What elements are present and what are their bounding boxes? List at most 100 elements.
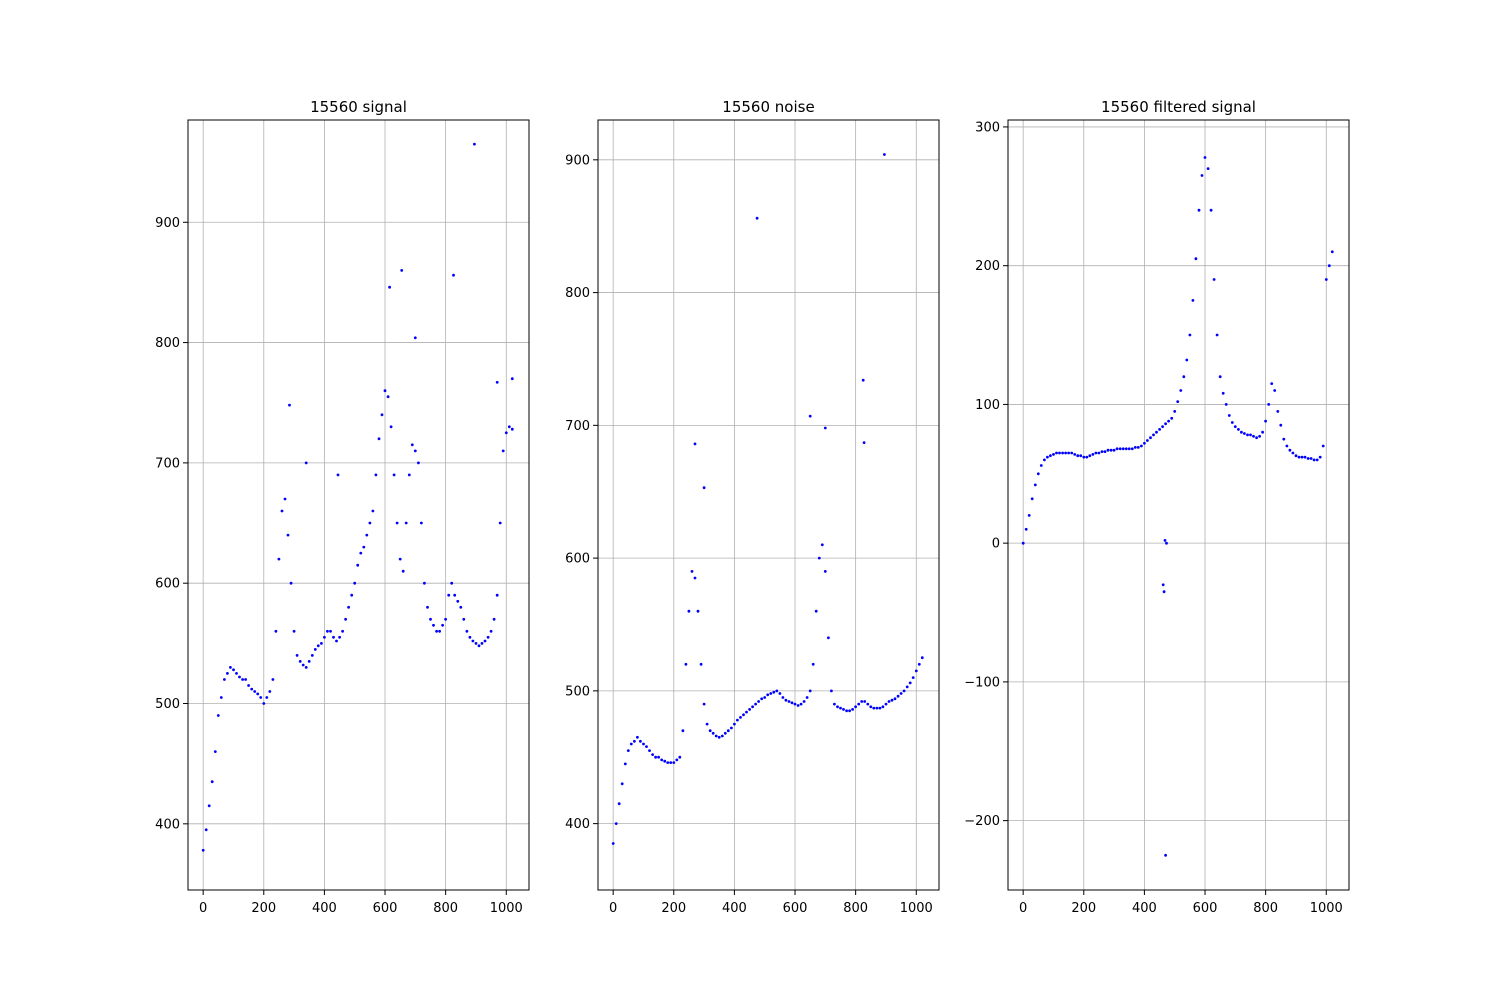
filtered-signal-data-point bbox=[1067, 451, 1070, 455]
signal-data-point bbox=[432, 623, 435, 627]
signal-data-point bbox=[368, 521, 372, 525]
filtered-signal-data-point bbox=[1140, 444, 1143, 448]
signal-data-point bbox=[392, 473, 396, 477]
filtered-signal-data-point bbox=[1165, 541, 1168, 545]
signal-data-point bbox=[453, 593, 457, 597]
noise-data-point bbox=[908, 681, 912, 685]
noise-data-point bbox=[642, 742, 645, 746]
signal-data-point bbox=[510, 427, 514, 431]
signal-data-point bbox=[295, 654, 299, 657]
signal-data-point bbox=[289, 581, 293, 585]
filtered-signal-data-point bbox=[1297, 455, 1301, 459]
signal-data-point bbox=[323, 635, 326, 639]
signal-data-point bbox=[480, 642, 484, 645]
noise-data-point bbox=[781, 696, 785, 699]
noise-data-point bbox=[696, 609, 700, 613]
signal-data-point bbox=[374, 473, 378, 477]
filtered-signal-data-point bbox=[1330, 250, 1334, 254]
signal-data-point bbox=[219, 696, 223, 699]
noise-data-point bbox=[690, 570, 694, 573]
filtered-signal-panel: 15560 filtered signal 0 200 400 600 800 1000−… bbox=[964, 98, 1350, 916]
filtered-signal-data-point bbox=[1049, 454, 1052, 458]
filtered-signal-data-point bbox=[1279, 423, 1283, 427]
noise-data-point bbox=[896, 694, 900, 698]
signal-data-point bbox=[438, 629, 441, 633]
filtered-signal-data-point bbox=[1273, 389, 1277, 392]
noise-data-point bbox=[730, 726, 733, 730]
noise-data-point bbox=[836, 705, 839, 709]
filtered-signal-data-point bbox=[1230, 421, 1234, 424]
filtered-signal-data-point bbox=[1300, 455, 1304, 459]
noise-data-point bbox=[890, 698, 894, 702]
signal-panel-title: 15560 signal bbox=[310, 98, 407, 116]
signal-data-point bbox=[400, 269, 404, 272]
noise-data-point bbox=[766, 693, 770, 697]
signal-data-point bbox=[216, 714, 220, 717]
signal-data-point bbox=[280, 509, 284, 513]
signal-data-point bbox=[417, 461, 420, 465]
filtered-signal-y-tick-label: 100 bbox=[975, 398, 1000, 413]
signal-data-point bbox=[359, 551, 363, 555]
signal-data-point bbox=[471, 639, 475, 643]
filtered-signal-data-point bbox=[1146, 439, 1149, 442]
noise-data-point bbox=[657, 755, 660, 759]
signal-data-point bbox=[344, 617, 347, 621]
signal-data-point bbox=[462, 617, 466, 621]
noise-data-point bbox=[769, 692, 773, 695]
filtered-signal-data-point bbox=[1194, 257, 1198, 261]
filtered-signal-data-point bbox=[1058, 451, 1061, 455]
signal-data-point bbox=[301, 663, 305, 667]
noise-data-point bbox=[808, 689, 812, 693]
signal-data-point bbox=[468, 635, 472, 639]
noise-data-point bbox=[899, 692, 903, 695]
signal-panel: 15560 signal 0 200 400 600 800 1000 400 500 600 7… bbox=[155, 98, 530, 916]
noise-data-point bbox=[669, 761, 673, 764]
noise-data-point bbox=[823, 570, 827, 573]
filtered-signal-data-point bbox=[1085, 455, 1089, 459]
noise-data-point bbox=[842, 708, 845, 711]
signal-data-point bbox=[292, 629, 296, 633]
noise-data-point bbox=[893, 697, 897, 701]
signal-data-point bbox=[277, 557, 281, 561]
filtered-signal-data-point bbox=[1294, 454, 1298, 458]
noise-data-point bbox=[723, 731, 727, 735]
signal-data-point bbox=[235, 672, 238, 675]
signal-data-point bbox=[477, 644, 481, 648]
filtered-signal-data-point bbox=[1021, 541, 1025, 545]
filtered-signal-data-point bbox=[1079, 454, 1083, 458]
noise-data-point bbox=[920, 656, 924, 660]
filtered-signal-data-point bbox=[1036, 472, 1040, 476]
signal-data-point bbox=[247, 684, 251, 687]
noise-data-point bbox=[720, 734, 724, 738]
noise-data-point bbox=[862, 441, 866, 444]
noise-data-point bbox=[636, 735, 639, 739]
noise-x-tick-label: 0 bbox=[609, 901, 617, 916]
filtered-signal-y-tick-label: 0 bbox=[992, 537, 1000, 552]
filtered-signal-data-point bbox=[1161, 425, 1164, 428]
noise-data-point bbox=[629, 742, 633, 746]
noise-data-point bbox=[845, 709, 848, 713]
noise-data-point bbox=[902, 689, 906, 693]
noise-data-point bbox=[787, 700, 791, 703]
filtered-signal-data-point bbox=[1179, 389, 1183, 392]
noise-data-point bbox=[866, 702, 870, 706]
noise-data-point bbox=[827, 636, 830, 640]
signal-data-point bbox=[298, 660, 302, 663]
signal-data-point bbox=[274, 629, 278, 633]
noise-data-point bbox=[784, 698, 788, 702]
signal-data-point bbox=[386, 395, 390, 399]
filtered-signal-data-point bbox=[1064, 451, 1067, 455]
filtered-signal-data-point bbox=[1315, 458, 1319, 462]
noise-data-point bbox=[748, 708, 751, 711]
noise-data-point bbox=[705, 722, 709, 726]
filtered-signal-data-point bbox=[1088, 454, 1092, 458]
filtered-signal-data-point bbox=[1103, 450, 1107, 453]
noise-data-point bbox=[881, 705, 885, 709]
noise-data-point bbox=[869, 705, 873, 709]
signal-data-point bbox=[226, 672, 229, 675]
signal-data-point bbox=[498, 521, 502, 525]
filtered-signal-data-point bbox=[1024, 527, 1028, 531]
filtered-signal-data-point bbox=[1321, 444, 1325, 448]
filtered-signal-data-point bbox=[1191, 299, 1195, 302]
noise-data-point bbox=[857, 702, 861, 706]
